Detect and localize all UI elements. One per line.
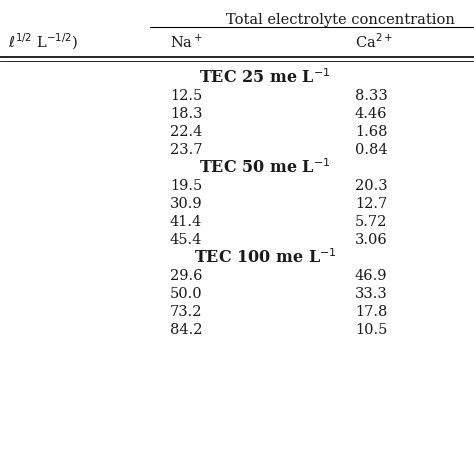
Text: Na$^+$: Na$^+$: [170, 33, 203, 51]
Text: 5.72: 5.72: [355, 215, 387, 229]
Text: 41.4: 41.4: [170, 215, 202, 229]
Text: 50.0: 50.0: [170, 287, 202, 301]
Text: 22.4: 22.4: [170, 125, 202, 139]
Text: 84.2: 84.2: [170, 323, 202, 337]
Text: Total electrolyte concentration: Total electrolyte concentration: [226, 13, 455, 27]
Text: 23.7: 23.7: [170, 143, 202, 157]
Text: 10.5: 10.5: [355, 323, 387, 337]
Text: 18.3: 18.3: [170, 107, 202, 121]
Text: 12.7: 12.7: [355, 197, 387, 211]
Text: 3.06: 3.06: [355, 233, 388, 247]
Text: 12.5: 12.5: [170, 89, 202, 103]
Text: 46.9: 46.9: [355, 269, 388, 283]
Text: 29.6: 29.6: [170, 269, 202, 283]
Text: 20.3: 20.3: [355, 179, 388, 193]
Text: $\ell^{1/2}$ L$^{-1/2}$): $\ell^{1/2}$ L$^{-1/2}$): [8, 32, 78, 52]
Text: TEC 100 me L$^{-1}$: TEC 100 me L$^{-1}$: [193, 249, 337, 267]
Text: 4.46: 4.46: [355, 107, 388, 121]
Text: TEC 50 me L$^{-1}$: TEC 50 me L$^{-1}$: [199, 159, 331, 177]
Text: 1.68: 1.68: [355, 125, 388, 139]
Text: 19.5: 19.5: [170, 179, 202, 193]
Text: Ca$^{2+}$: Ca$^{2+}$: [355, 33, 393, 51]
Text: 45.4: 45.4: [170, 233, 202, 247]
Text: 0.84: 0.84: [355, 143, 388, 157]
Text: 8.33: 8.33: [355, 89, 388, 103]
Text: 30.9: 30.9: [170, 197, 202, 211]
Text: 17.8: 17.8: [355, 305, 387, 319]
Text: 33.3: 33.3: [355, 287, 388, 301]
Text: TEC 25 me L$^{-1}$: TEC 25 me L$^{-1}$: [199, 69, 331, 87]
Text: 73.2: 73.2: [170, 305, 202, 319]
